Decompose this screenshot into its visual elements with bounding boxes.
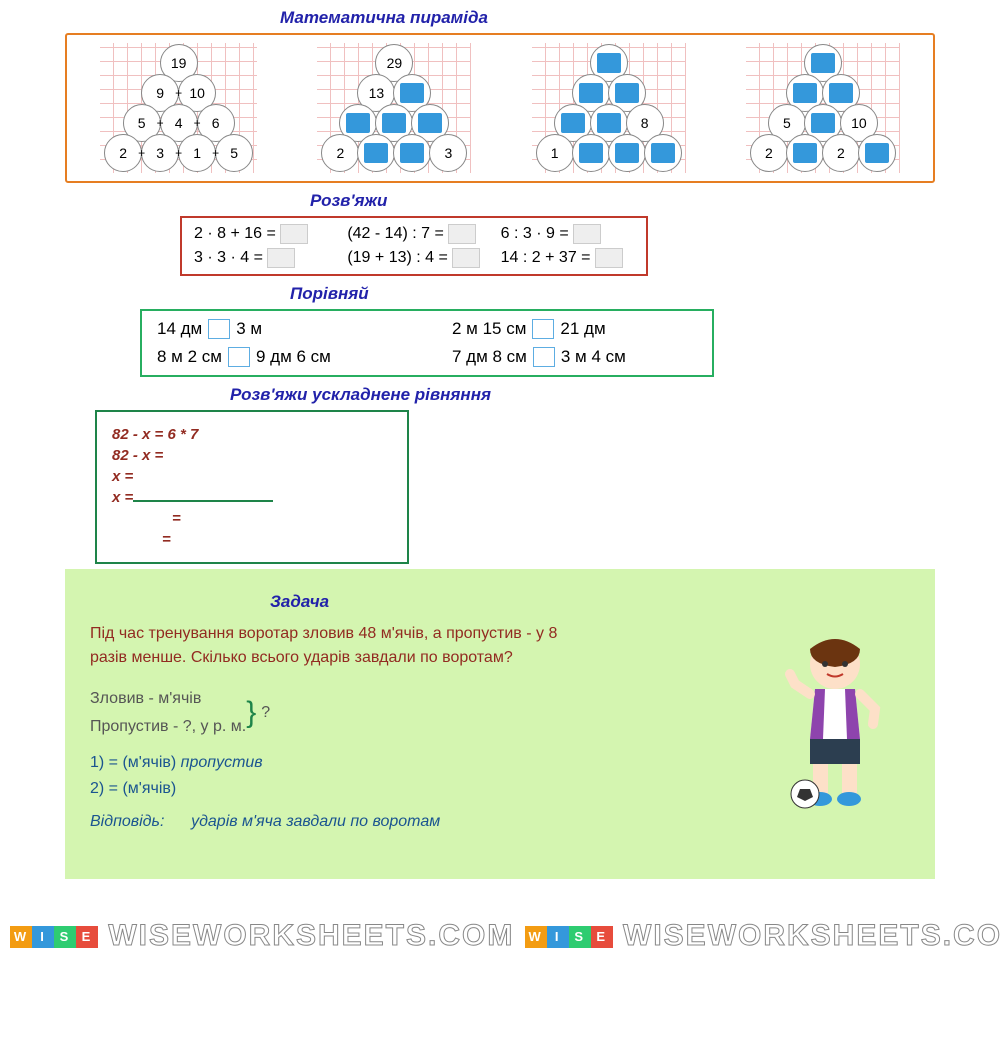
boy-illustration: [775, 629, 895, 809]
answer-box[interactable]: [267, 248, 295, 268]
pyramid-cell[interactable]: [786, 134, 824, 172]
pyramid-cell[interactable]: 2: [750, 134, 788, 172]
pyramid-cell[interactable]: 5: [215, 134, 253, 172]
answer-box[interactable]: [573, 224, 601, 244]
problem-section: Задача Під час тренування воротар зловив…: [65, 569, 935, 879]
pyramid-cell[interactable]: 1: [536, 134, 574, 172]
compare-box[interactable]: [208, 319, 230, 339]
pyramid-cell[interactable]: 3: [141, 134, 179, 172]
equation-item: (19 + 13) : 4 =: [347, 248, 480, 268]
pyramid-cell[interactable]: 3: [429, 134, 467, 172]
compare-item: 2 м 15 см 21 дм: [452, 319, 697, 339]
pyramid-cell[interactable]: [644, 134, 682, 172]
compare-box[interactable]: [532, 319, 554, 339]
equation-item: (42 - 14) : 7 =: [347, 224, 480, 244]
equation-item: 14 : 2 + 37 =: [501, 248, 634, 268]
pyramid-cell[interactable]: 2: [822, 134, 860, 172]
eq-line: 82 - х =: [112, 447, 392, 464]
scheme-line: Зловив - м'ячів: [90, 690, 246, 708]
pyramid-cell[interactable]: 2: [321, 134, 359, 172]
title-pyramid: Математична пираміда: [280, 8, 1000, 28]
compare-box[interactable]: [228, 347, 250, 367]
eq-line: 82 - х = 6 * 7: [112, 426, 392, 443]
compare-item: 14 дм 3 м: [157, 319, 402, 339]
compare-box[interactable]: [533, 347, 555, 367]
eq-line: х =: [112, 489, 392, 506]
pyramid-cell[interactable]: [357, 134, 395, 172]
equation-item: 6 : 3 · 9 =: [501, 224, 634, 244]
equation-section: 82 - х = 6 * 7 82 - х = х = х = = =: [95, 410, 409, 564]
problem-text: Під час тренування воротар зловив 48 м'я…: [90, 622, 560, 670]
answer-box[interactable]: [280, 224, 308, 244]
answer-box[interactable]: [452, 248, 480, 268]
title-compare: Порівняй: [290, 284, 1000, 304]
equation-item: 2 · 8 + 16 =: [194, 224, 327, 244]
pyramid-cell[interactable]: [572, 134, 610, 172]
eq-line: =: [162, 531, 392, 548]
eq-line: =: [172, 510, 392, 527]
answer-box[interactable]: [448, 224, 476, 244]
answer: Відповідь: ударів м'яча завдали по ворот…: [90, 813, 910, 831]
compare-item: 8 м 2 см 9 дм 6 см: [157, 347, 402, 367]
pyramid-cell[interactable]: 1: [178, 134, 216, 172]
compare-section: 14 дм 3 м 2 м 15 см 21 дм 8 м 2 см 9 дм 6 …: [140, 309, 714, 377]
pyramid-cell[interactable]: [608, 134, 646, 172]
brace-icon: }: [246, 696, 256, 730]
compare-item: 7 дм 8 см 3 м 4 см: [452, 347, 697, 367]
question-mark: ?: [261, 704, 270, 722]
watermark: WISE WISEWORKSHEETS.COM WISE WISEWORKSHE…: [0, 909, 1000, 963]
equation-item: 3 · 3 · 4 =: [194, 248, 327, 268]
title-solve: Розв'яжи: [310, 191, 1000, 211]
pyramid-cell[interactable]: [858, 134, 896, 172]
pyramid-cell[interactable]: [393, 134, 431, 172]
pyramid-section: 199+105+4+62+3+1+52913238151022: [65, 33, 935, 183]
title-problem: Задача: [270, 592, 910, 612]
solve-section: 2 · 8 + 16 = (42 - 14) : 7 = 6 : 3 · 9 =…: [180, 216, 648, 276]
pyramid-cell[interactable]: 2: [104, 134, 142, 172]
eq-line: х =: [112, 468, 392, 485]
scheme-line: Пропустив - ?, у р. м.: [90, 718, 246, 736]
answer-box[interactable]: [595, 248, 623, 268]
title-equation: Розв'яжи ускладнене рівняння: [230, 385, 1000, 405]
